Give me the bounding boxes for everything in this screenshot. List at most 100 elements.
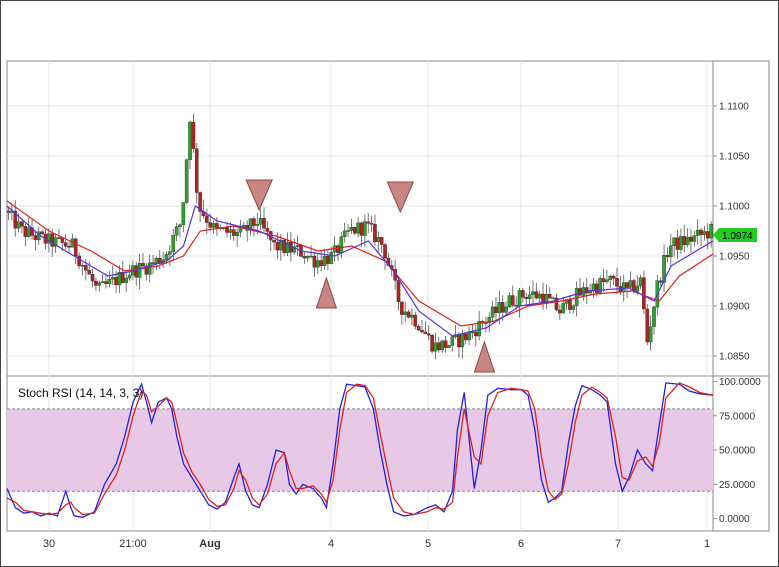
candle-body: [437, 342, 441, 351]
sell-signal-marker[interactable]: [245, 179, 273, 212]
candle-body: [403, 311, 408, 315]
candle-body: [605, 279, 609, 283]
sell-signal-marker[interactable]: [386, 181, 415, 214]
candle-body: [571, 305, 576, 310]
candle-body: [531, 291, 535, 295]
candle-body: [164, 254, 169, 261]
candle-body: [376, 237, 381, 243]
candle-body: [84, 265, 88, 271]
candle-body: [490, 306, 495, 318]
candle-body: [205, 215, 209, 223]
buy-signal-marker[interactable]: [315, 276, 338, 309]
x-tick-label: 30: [43, 538, 55, 550]
candle-body: [339, 236, 344, 253]
current-price-badge: 1.0974: [713, 228, 757, 242]
candle-body: [457, 334, 461, 348]
candle-body: [134, 265, 139, 278]
candle-body: [302, 256, 307, 259]
candle-body: [231, 229, 236, 236]
candle-body: [709, 224, 713, 239]
price-tick-label: 1.1000: [719, 202, 750, 213]
candle-body: [342, 230, 347, 237]
candle-body: [460, 333, 465, 348]
candle-body: [369, 223, 374, 225]
candle-body: [648, 326, 653, 343]
candle-body: [363, 221, 367, 236]
candle-body: [346, 230, 350, 232]
candle-body: [211, 223, 216, 228]
candle-body: [228, 229, 233, 233]
candle-body: [329, 251, 334, 264]
candle-body: [319, 260, 323, 266]
candle-body: [504, 306, 508, 313]
candle-body: [33, 235, 38, 241]
candle-body: [494, 306, 498, 313]
stoch-d-line: [6, 382, 714, 516]
candle-body: [638, 277, 643, 287]
price-tick-label: 1.0950: [719, 252, 750, 263]
candle-body: [608, 275, 613, 281]
candle-body: [467, 331, 471, 341]
candle-body: [685, 236, 690, 246]
candle-body: [584, 287, 589, 294]
candle-body: [13, 210, 18, 229]
candle-body: [312, 255, 317, 268]
candle-body: [635, 285, 639, 292]
price-tick-label: 1.1100: [719, 102, 749, 113]
stoch-tick-label: 75.0000: [719, 411, 756, 422]
candle-body: [23, 226, 28, 237]
x-tick-label: Aug: [199, 538, 220, 550]
candle-body: [561, 303, 566, 314]
candle-body: [621, 282, 626, 292]
candle-body: [423, 331, 428, 334]
candle-body: [295, 245, 300, 248]
candle-body: [104, 281, 108, 284]
candle-body: [315, 260, 320, 268]
candle-body: [50, 233, 55, 247]
candle-body: [554, 297, 559, 311]
candle-body: [191, 121, 196, 149]
current-price-value: 1.0974: [722, 231, 753, 242]
candle-body: [336, 245, 340, 253]
x-tick-label: 4: [328, 538, 334, 550]
candle-body: [326, 256, 330, 264]
x-tick-label: 7: [615, 538, 621, 550]
candle-body: [168, 251, 172, 255]
candle-body: [406, 311, 411, 318]
x-tick-label: 6: [518, 538, 524, 550]
candle-body: [527, 294, 532, 299]
candle-body: [665, 255, 670, 258]
candle-body: [124, 277, 128, 283]
candle-body: [215, 223, 219, 228]
candle-body: [171, 235, 176, 252]
stoch-tick-label: 0.0000: [719, 514, 750, 525]
candle-body: [40, 231, 44, 235]
candle-body: [141, 263, 145, 267]
candle-body: [500, 302, 505, 313]
price-panel: [6, 60, 714, 377]
candle-body: [87, 270, 91, 275]
candle-body: [440, 340, 444, 351]
candle-body: [521, 290, 525, 298]
candle-body: [53, 237, 58, 247]
candle-body: [514, 305, 518, 307]
candle-body: [265, 228, 270, 232]
candle-body: [410, 314, 414, 318]
candle-body: [400, 301, 404, 315]
candle-body: [359, 222, 364, 236]
buy-signal-marker[interactable]: [473, 340, 496, 373]
candle-body: [110, 277, 115, 280]
candle-body: [366, 221, 371, 224]
candle-body: [689, 236, 693, 242]
candle-body: [305, 255, 310, 259]
candle-body: [26, 227, 31, 237]
candle-body: [235, 231, 239, 236]
candle-body: [487, 317, 492, 323]
candle-body: [225, 227, 229, 233]
candle-body: [507, 295, 512, 308]
candle-body: [292, 246, 297, 253]
price-axis: [712, 60, 770, 377]
candle-body: [67, 246, 71, 248]
candle-body: [672, 237, 676, 247]
